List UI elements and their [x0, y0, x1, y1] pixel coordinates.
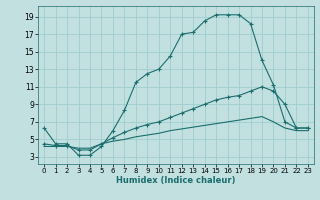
X-axis label: Humidex (Indice chaleur): Humidex (Indice chaleur): [116, 176, 236, 185]
